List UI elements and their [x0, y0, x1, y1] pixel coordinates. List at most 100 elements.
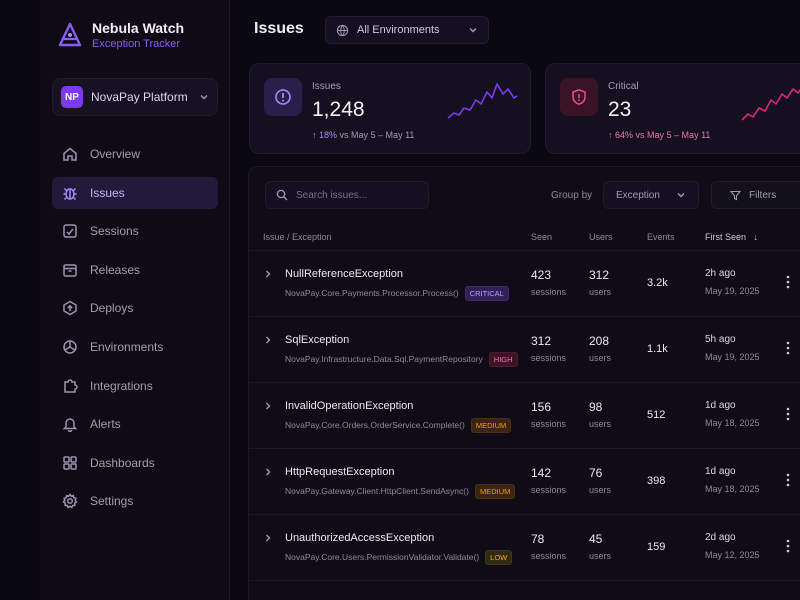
main-content: Issues All Environments Issues 1,248 ↑ 1… — [231, 0, 800, 600]
column-first-seen[interactable]: First Seen ↓ — [705, 232, 758, 242]
users-count: 76 — [589, 466, 603, 480]
exception-path: NovaPay.Core.Users.PermissionValidator.V… — [285, 550, 513, 565]
column-users[interactable]: Users — [589, 232, 613, 242]
users-unit: users — [589, 353, 612, 363]
first-seen-relative: 2d ago — [705, 532, 736, 543]
exception-path: NovaPay.Core.Payments.Processor.Process(… — [285, 286, 509, 301]
table-row[interactable]: InvalidOperationException NovaPay.Core.Or… — [249, 383, 800, 449]
severity-badge: CRITICAL — [464, 286, 509, 301]
column-issue[interactable]: Issue / Exception — [263, 232, 332, 242]
chevron-right-icon[interactable] — [263, 533, 273, 543]
users-unit: users — [589, 419, 612, 429]
chevron-right-icon[interactable] — [263, 335, 273, 345]
sidebar-item-releases[interactable]: Releases — [52, 254, 218, 286]
sidebar-item-issues[interactable]: Issues — [52, 176, 218, 209]
first-seen-relative: 2h ago — [705, 268, 736, 279]
events-count: 398 — [647, 475, 666, 487]
group-by-label: Group by — [551, 190, 593, 201]
sidebar-item-settings[interactable]: Settings — [52, 485, 218, 517]
sidebar-nav: Overview Issues Sessions Releases Deploy… — [52, 138, 218, 524]
brand[interactable]: Nebula Watch Exception Tracker — [58, 20, 184, 52]
home-icon — [63, 147, 77, 161]
puzzle-icon — [64, 378, 78, 393]
project-selector[interactable]: NP NovaPay Platform — [52, 78, 218, 116]
chevron-down-icon — [677, 193, 685, 198]
box-icon — [63, 264, 77, 277]
first-seen-relative: 1d ago — [705, 466, 736, 477]
exception-name[interactable]: HttpRequestException — [285, 466, 395, 478]
stat-label: Issues — [312, 81, 341, 92]
exception-name[interactable]: InvalidOperationException — [285, 400, 414, 412]
nebula-logo-icon — [58, 22, 82, 47]
issues-stat-icon-box — [264, 78, 302, 116]
sidebar-item-label: Integrations — [90, 378, 153, 393]
table-row[interactable]: UnauthorizedAccessException NovaPay.Core.… — [249, 515, 800, 581]
group-by-select[interactable]: Exception — [603, 181, 699, 209]
column-events[interactable]: Events — [647, 232, 675, 242]
column-first-seen-label: First Seen — [705, 232, 747, 242]
more-vertical-icon[interactable] — [785, 340, 791, 356]
issues-stat-card[interactable]: Issues 1,248 ↑ 18% vs May 5 – May 11 — [249, 63, 531, 154]
project-avatar: NP — [61, 86, 83, 108]
events-count: 1.1k — [647, 343, 668, 355]
more-vertical-icon[interactable] — [785, 538, 791, 554]
more-vertical-icon[interactable] — [785, 274, 791, 290]
more-vertical-icon[interactable] — [785, 406, 791, 422]
environment-value: All Environments — [357, 24, 440, 36]
users-unit: users — [589, 485, 612, 495]
stat-value: 23 — [608, 98, 632, 121]
gear-icon — [62, 493, 78, 509]
table-row[interactable]: HttpRequestException NovaPay.Gateway.Clie… — [249, 449, 800, 515]
events-count: 512 — [647, 409, 666, 421]
column-seen[interactable]: Seen — [531, 232, 553, 242]
sidebar-item-alerts[interactable]: Alerts — [52, 408, 218, 440]
sidebar-item-overview[interactable]: Overview — [52, 138, 218, 170]
exception-name[interactable]: SqlException — [285, 334, 350, 346]
exception-path: NovaPay.Gateway.Client.HttpClient.SendAs… — [285, 484, 516, 499]
table-row[interactable]: NullReferenceException NovaPay.Core.Payme… — [249, 251, 800, 317]
filters-label: Filters — [749, 189, 777, 201]
seen-unit: sessions — [531, 287, 567, 297]
sidebar-item-integrations[interactable]: Integrations — [52, 370, 218, 402]
table-row[interactable]: SqlException NovaPay.Infrastructure.Data.… — [249, 317, 800, 383]
users-unit: users — [589, 287, 612, 297]
sidebar-item-environments[interactable]: Environments — [52, 331, 218, 363]
sidebar: Nebula Watch Exception Tracker NP NovaPa… — [40, 0, 230, 600]
first-seen-date: May 19, 2025 — [705, 286, 760, 296]
stat-trend-text: vs May 5 – May 11 — [339, 130, 415, 140]
trend-up-icon: ↑ — [608, 130, 613, 140]
stat-label: Critical — [608, 81, 639, 92]
sidebar-item-dashboards[interactable]: Dashboards — [52, 447, 218, 479]
filters-button[interactable]: Filters — [711, 181, 800, 209]
search-box[interactable] — [265, 181, 429, 209]
sessions-icon — [63, 224, 77, 238]
exception-name[interactable]: NullReferenceException — [285, 268, 404, 280]
critical-stat-card[interactable]: Critical 23 ↑ 64% vs May 5 – May 11 — [545, 63, 800, 154]
sidebar-item-deploys[interactable]: Deploys — [52, 292, 218, 324]
issues-panel: Group by Exception Filters Issue / Excep… — [248, 166, 800, 600]
environment-select[interactable]: All Environments — [325, 16, 489, 44]
more-vertical-icon[interactable] — [785, 472, 791, 488]
chevron-right-icon[interactable] — [263, 401, 273, 411]
events-count: 3.2k — [647, 277, 668, 289]
seen-count: 312 — [531, 334, 552, 348]
exception-path-text: NovaPay.Core.Users.PermissionValidator.V… — [285, 551, 480, 562]
page-title: Issues — [254, 20, 304, 37]
seen-count: 142 — [531, 466, 552, 480]
first-seen-date: May 18, 2025 — [705, 484, 760, 494]
chevron-right-icon[interactable] — [263, 269, 273, 279]
brand-subtitle: Exception Tracker — [92, 38, 181, 50]
critical-sparkline — [741, 88, 800, 121]
sort-down-icon: ↓ — [753, 232, 759, 242]
sidebar-item-sessions[interactable]: Sessions — [52, 215, 218, 247]
exception-name[interactable]: UnauthorizedAccessException — [285, 532, 435, 544]
stat-trend: ↑ 18% vs May 5 – May 11 — [312, 130, 414, 140]
filter-icon — [730, 190, 741, 200]
group-by-value: Exception — [616, 189, 660, 201]
first-seen-date: May 19, 2025 — [705, 352, 760, 362]
severity-badge: LOW — [485, 550, 513, 565]
search-input[interactable] — [296, 189, 416, 201]
first-seen-date: May 18, 2025 — [705, 418, 760, 428]
chevron-right-icon[interactable] — [263, 467, 273, 477]
stat-trend-pct: 64% — [615, 130, 634, 140]
